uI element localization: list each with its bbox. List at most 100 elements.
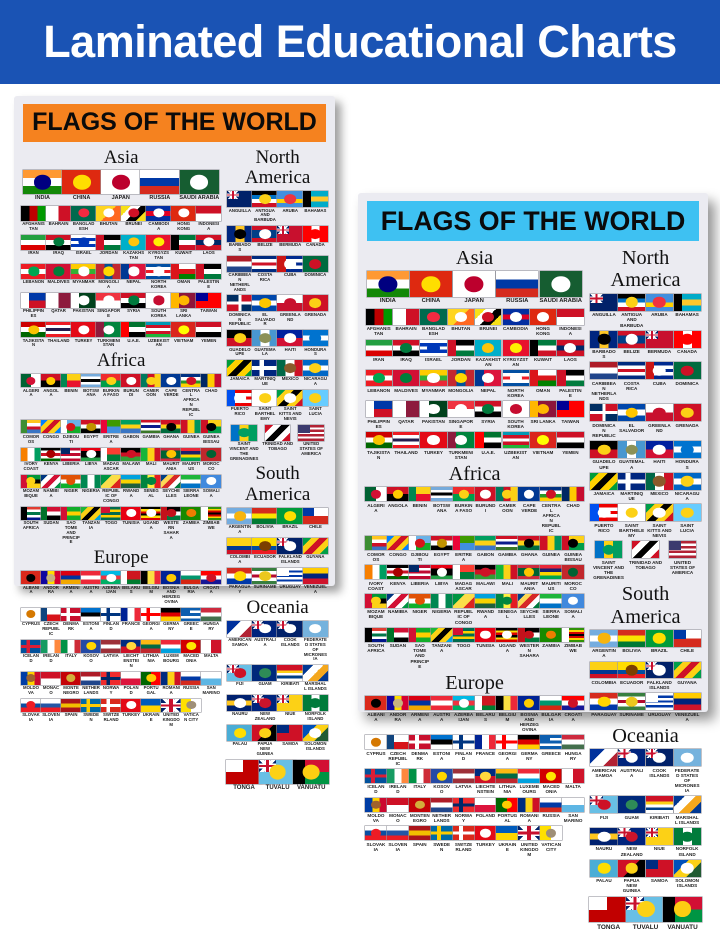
flag-denmark-icon bbox=[60, 607, 82, 621]
flag-denmark-icon bbox=[408, 735, 431, 750]
flag-label: ECUADOR bbox=[254, 554, 276, 560]
canton bbox=[645, 330, 659, 340]
flag-cell: GERMANY bbox=[518, 735, 541, 766]
emblem bbox=[52, 266, 65, 276]
flag-cell: WESTERN SAHARA bbox=[160, 506, 182, 546]
hoist-band bbox=[529, 339, 539, 356]
emblem bbox=[653, 633, 666, 644]
flag-label: SPAIN bbox=[412, 841, 427, 847]
flag-cell: KENYA bbox=[40, 447, 62, 472]
flag-label: MOZAMBIQUE bbox=[367, 609, 385, 620]
flag-label: HONDURAS bbox=[304, 346, 327, 357]
flag-label: SEYCHELLES bbox=[519, 609, 539, 620]
flag-label: NAURU bbox=[595, 846, 613, 852]
flag-label: BURUNDI bbox=[123, 387, 139, 398]
flag-label: SWEDEN bbox=[83, 712, 99, 723]
flag-label: FIJI bbox=[236, 681, 244, 687]
flag-jordan-icon bbox=[447, 339, 474, 356]
flag-label: KENYA bbox=[43, 461, 59, 467]
flag-label: MOZAMBIQUE bbox=[22, 488, 40, 498]
flag-label: TUVALU bbox=[265, 785, 290, 792]
hoist-band bbox=[160, 506, 168, 520]
flag-label: TUNISIA bbox=[122, 520, 140, 526]
flag-monaco-icon bbox=[386, 797, 409, 812]
flag-norfolk-island-icon bbox=[302, 695, 329, 711]
flag-label: TOGO bbox=[456, 643, 471, 649]
flag-label: GERMANY bbox=[163, 621, 180, 632]
flag-label: UGANDA bbox=[498, 643, 516, 654]
flag-label: SIERRA LEONE bbox=[542, 609, 560, 620]
flag-label: GUATEMALA bbox=[618, 459, 645, 470]
flag-rwanda-icon bbox=[120, 474, 142, 488]
flag-kenya-icon bbox=[40, 447, 62, 461]
emblem bbox=[284, 623, 297, 634]
flag-label: HONG KONG bbox=[536, 326, 550, 337]
flag-cell: TAJIKISTAN bbox=[365, 432, 392, 460]
flag-bulgaria-icon bbox=[180, 571, 202, 585]
flag-cell: MARTINIQUE bbox=[252, 360, 278, 387]
flag-label: NICARAGUA bbox=[303, 376, 327, 387]
flag-cell: PAKISTAN bbox=[71, 292, 96, 319]
flag-malawi-icon bbox=[120, 447, 142, 461]
flag-cell: LIBERIA bbox=[408, 565, 431, 591]
emblem bbox=[602, 544, 615, 555]
canton bbox=[277, 620, 290, 629]
north_america-flag-grid: ANGUILLA ANTIGUA AND BARBUDA ARUBA BAHAMAS B… bbox=[227, 191, 329, 422]
flag-cell: TAJIKISTAN bbox=[21, 322, 46, 348]
flag-label: VIETNAM bbox=[532, 449, 554, 455]
flag-cell: REPUBLIC OF CONGO bbox=[452, 593, 475, 625]
flag-label: TONGA bbox=[233, 785, 255, 792]
flag-cell: TAIWAN bbox=[557, 401, 584, 429]
flag-cell: ISRAEL bbox=[71, 234, 96, 261]
hoist-band bbox=[386, 627, 394, 642]
canton bbox=[277, 724, 290, 734]
section-title-south_america: South America bbox=[610, 583, 681, 628]
flag-label: CUBA bbox=[652, 380, 667, 386]
flag-cell: UKRAINE bbox=[140, 698, 162, 728]
flag-label: REPUBLIC OF CONGO bbox=[454, 609, 474, 625]
flag-sierra-leone-icon bbox=[540, 593, 563, 608]
flag-label: GUATEMALA bbox=[254, 346, 276, 357]
flag-rwanda-icon bbox=[474, 593, 497, 608]
flag-liberia-icon bbox=[60, 447, 82, 461]
emblem bbox=[536, 435, 550, 446]
section-title-africa: Africa bbox=[96, 350, 146, 372]
flag-label: MAURITANIA bbox=[520, 580, 539, 591]
hoist-band bbox=[40, 506, 48, 520]
flag-label: DENMARK bbox=[63, 621, 79, 632]
flag-label: RUSSIA bbox=[506, 298, 529, 305]
flag-cell: BANGLADESH bbox=[71, 205, 96, 232]
emblem bbox=[259, 298, 271, 309]
flag-luxembourg-icon bbox=[160, 639, 182, 653]
flag-belize-icon bbox=[252, 226, 278, 242]
flag-eritrea-icon bbox=[452, 536, 475, 551]
hoist-band bbox=[121, 322, 130, 338]
flag-cyprus-icon bbox=[365, 735, 387, 750]
emblem bbox=[52, 237, 65, 247]
flag-cyprus-icon bbox=[20, 607, 42, 621]
emblem bbox=[653, 407, 666, 418]
canton bbox=[589, 896, 608, 910]
flag-cell: TRINIDAD AND TOBAGO bbox=[262, 424, 294, 462]
canton bbox=[180, 607, 191, 615]
flag-cell: TUVALU bbox=[259, 759, 296, 792]
flag-cell: TOGO bbox=[100, 506, 122, 546]
flag-cell: BAHAMAS bbox=[673, 293, 701, 328]
flag-label: SOLOMON ISLANDS bbox=[304, 741, 327, 752]
flag-cell: SUDAN bbox=[386, 627, 409, 669]
emblem bbox=[564, 342, 577, 353]
flag-samoa-icon bbox=[645, 859, 674, 877]
flag-cell: PALAU bbox=[227, 724, 253, 757]
hoist-band bbox=[386, 735, 394, 750]
flag-label: ITALY bbox=[413, 784, 427, 790]
flag-label: SAMOA bbox=[282, 741, 299, 747]
emblem bbox=[370, 828, 381, 838]
flag-cell: BAHRAIN bbox=[46, 205, 71, 232]
flag-label: LATVIA bbox=[455, 784, 472, 790]
canton bbox=[277, 226, 290, 235]
flag-germany-icon bbox=[518, 735, 541, 750]
flag-cell: RUSSIA bbox=[140, 170, 180, 201]
flag-cell: BRAZIL bbox=[277, 508, 303, 535]
flag-cell: FINLAND bbox=[452, 735, 475, 766]
flag-label: JORDAN bbox=[451, 357, 471, 363]
